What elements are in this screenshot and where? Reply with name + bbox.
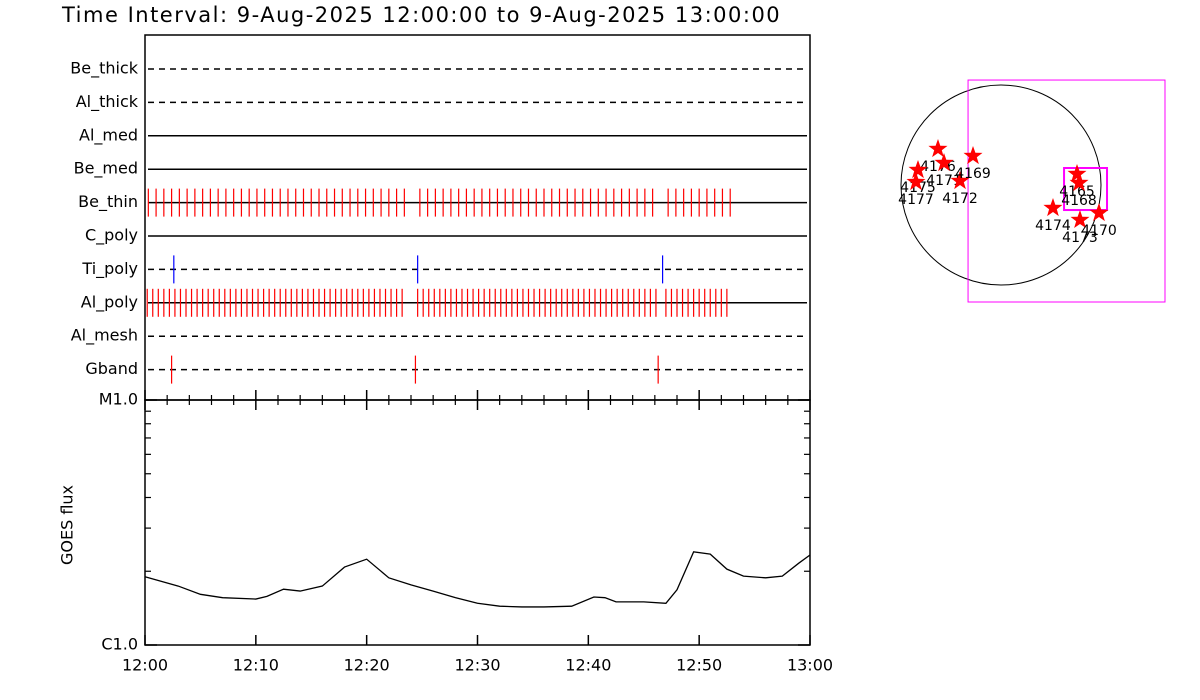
region-star [1070, 210, 1090, 228]
filter-label: Al_med [79, 125, 138, 145]
region-label: 4173 [1062, 230, 1098, 246]
x-tick-label: 12:40 [565, 656, 611, 675]
x-tick-label: 12:00 [122, 656, 168, 675]
filter-label: Be_med [74, 159, 138, 179]
y-tick-label: M1.0 [99, 390, 138, 409]
region-label: 4174 [1035, 218, 1071, 234]
filter-label: Al_poly [81, 292, 138, 312]
x-tick-label: 12:10 [233, 656, 279, 675]
y-tick-label: C1.0 [101, 635, 138, 654]
filter-label: C_poly [85, 226, 138, 246]
solar-disk [900, 84, 1102, 286]
region-star [1089, 203, 1109, 222]
x-tick-label: 13:00 [787, 656, 833, 675]
y-axis-label: GOES flux [58, 485, 77, 565]
x-tick-label: 12:30 [454, 656, 500, 675]
region-star [928, 139, 948, 158]
region-star [908, 160, 928, 179]
panel-frame [144, 34, 811, 401]
goes-curve [144, 551, 811, 608]
filter-label: Ti_poly [81, 259, 138, 279]
title: Time Interval: 9-Aug-2025 12:00:00 to 9-… [61, 3, 781, 27]
region-label: 4170 [1081, 223, 1117, 239]
region-label: 4172 [942, 191, 978, 207]
filter-label: Al_thick [76, 92, 139, 112]
region-star [963, 146, 983, 165]
region-label: 4171 [926, 173, 962, 189]
region-star [950, 171, 970, 190]
region-label: 4168 [1061, 193, 1097, 209]
region-label: 4169 [955, 166, 991, 182]
filter-label: Be_thin [78, 192, 138, 212]
filter-label: Al_mesh [71, 326, 138, 346]
region-label: 4175 [900, 180, 936, 196]
region-label: 4177 [898, 192, 934, 208]
filter-label: Gband [85, 359, 138, 378]
region-label: 4165 [1059, 184, 1095, 200]
region-star [934, 153, 954, 172]
region-star [1069, 173, 1089, 192]
panel-frame [144, 399, 811, 646]
region-star [1043, 198, 1063, 217]
fov-box [1063, 166, 1109, 212]
filter-label: Be_thick [70, 59, 138, 79]
x-tick-label: 12:20 [344, 656, 390, 675]
region-star [906, 172, 926, 191]
region-star [1067, 164, 1087, 183]
fov-box [967, 79, 1166, 303]
x-tick-label: 12:50 [676, 656, 722, 675]
